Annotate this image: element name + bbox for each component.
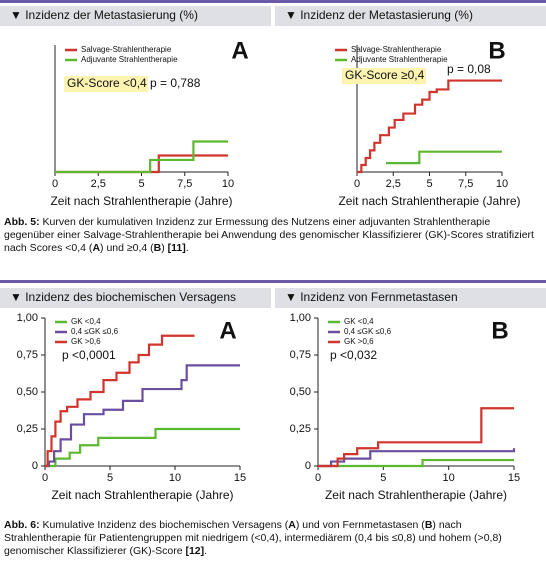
caption: Abb. 6: Kumulative Inzidenz des biochemi… [4, 519, 540, 558]
legend-label: GK <0,4 [344, 317, 374, 326]
y-tick-label: 0,25 [290, 423, 311, 435]
x-tick-label: 15 [508, 472, 520, 484]
annotation: p = 0,08 [447, 62, 491, 76]
x-tick-label: 0 [52, 178, 58, 190]
x-axis-label: Zeit nach Strahlentherapie (Jahre) [338, 194, 520, 208]
caption-text: ) und ≥0,4 ( [100, 242, 154, 254]
panel-title: ▼ Inzidenz des biochemischen Versagens [10, 290, 236, 304]
x-tick-label: 5 [380, 472, 386, 484]
series-line [55, 154, 228, 174]
series-line [55, 140, 228, 174]
annotation: GK-Score ≥0,4 [345, 68, 425, 82]
caption-text: Kumulative Inzidenz des biochemischen Ve… [39, 519, 289, 531]
series-line [45, 334, 195, 468]
caption-bold: B [424, 519, 433, 531]
y-tick-label: 0,50 [17, 386, 38, 398]
legend-label: Adjuvante Strahlentherapie [351, 55, 448, 64]
series-line [318, 458, 514, 468]
x-tick-label: 0 [42, 472, 48, 484]
caption-bold: A [288, 519, 296, 531]
x-tick-label: 2,5 [91, 178, 106, 190]
caption-text: Kurven der kumulativen Inzidenz zur Erme… [4, 216, 534, 254]
top-border [0, 0, 546, 3]
panel-title: ▼ Inzidenz der Metastasierung (%) [285, 8, 473, 22]
caption-text: . [185, 242, 189, 254]
panel-label: A [219, 317, 236, 344]
annotation: p = 0,788 [150, 76, 201, 90]
x-tick-label: 0 [354, 178, 360, 190]
legend-label: GK >0,6 [71, 337, 101, 346]
x-tick-label: 7,5 [458, 178, 473, 190]
panel-title: ▼ Inzidenz von Fernmetastasen [285, 290, 458, 304]
legend-label: 0,4 ≤GK ≤0,6 [344, 327, 392, 336]
x-tick-label: 10 [222, 178, 234, 190]
annotation-highlight [64, 76, 148, 92]
x-axis-label: Zeit nach Strahlentherapie (Jahre) [51, 488, 233, 502]
caption-bold: [12] [185, 545, 205, 557]
legend-label: Salvage-Strahlentherapie [81, 45, 172, 54]
caption-bold: B [153, 242, 162, 254]
y-tick-label: 1,00 [17, 312, 38, 324]
caption-bold: Abb. 5: [4, 216, 40, 228]
x-axis-label: Zeit nach Strahlentherapie (Jahre) [50, 194, 232, 208]
caption-text: . [204, 545, 208, 557]
x-axis-label: Zeit nach Strahlentherapie (Jahre) [325, 488, 507, 502]
series-line [318, 407, 514, 468]
x-tick-label: 5 [138, 178, 144, 190]
panel-header [275, 288, 546, 308]
y-tick-label: 0,50 [290, 386, 311, 398]
panel-header [275, 6, 546, 26]
caption: Abb. 5: Kurven der kumulativen Inzidenz … [4, 216, 540, 255]
x-tick-label: 0 [315, 472, 321, 484]
caption-text: ) und von Fernmetastasen ( [295, 519, 425, 531]
series-line [45, 364, 240, 468]
legend-label: 0,4 ≤GK ≤0,6 [71, 327, 119, 336]
x-tick-label: 7,5 [177, 178, 192, 190]
annotation-highlight [342, 68, 426, 84]
series-line [318, 448, 516, 468]
caption-text: ) nach Strahlentherapie für Patientengru… [4, 519, 502, 557]
y-tick-label: 0 [305, 460, 311, 472]
divider [0, 280, 546, 283]
caption-bold: Abb. 6: [4, 519, 40, 531]
legend-label: GK >0,6 [344, 337, 374, 346]
annotation: GK-Score <0,4 [67, 76, 147, 90]
annotation: p <0,0001 [62, 348, 116, 362]
panel-label: B [488, 37, 505, 64]
y-tick-label: 0,25 [17, 423, 38, 435]
x-tick-label: 10 [169, 472, 181, 484]
series-line [386, 150, 502, 165]
panel-label: A [231, 37, 248, 64]
caption-bold: [11] [167, 242, 186, 254]
x-tick-label: 2,5 [386, 178, 401, 190]
x-tick-label: 15 [234, 472, 246, 484]
y-tick-label: 0,75 [290, 349, 311, 361]
x-tick-label: 5 [426, 178, 432, 190]
series-line [357, 79, 502, 174]
legend-label: GK <0,4 [71, 317, 101, 326]
x-tick-label: 10 [443, 472, 455, 484]
caption-text: ) [161, 242, 168, 254]
y-tick-label: 0 [32, 460, 38, 472]
panel-label: B [491, 317, 508, 344]
x-tick-label: 10 [496, 178, 508, 190]
panel-header [0, 288, 271, 308]
y-tick-label: 1,00 [290, 312, 311, 324]
legend-label: Adjuvante Strahlentherapie [81, 55, 178, 64]
y-tick-label: 0,75 [17, 349, 38, 361]
caption-bold: A [92, 242, 101, 254]
series-line [45, 427, 240, 468]
panel-header [0, 6, 271, 26]
legend-label: Salvage-Strahlentherapie [351, 45, 442, 54]
panel-title: ▼ Inzidenz der Metastasierung (%) [10, 8, 198, 22]
annotation: p <0,032 [330, 348, 377, 362]
x-tick-label: 5 [107, 472, 113, 484]
